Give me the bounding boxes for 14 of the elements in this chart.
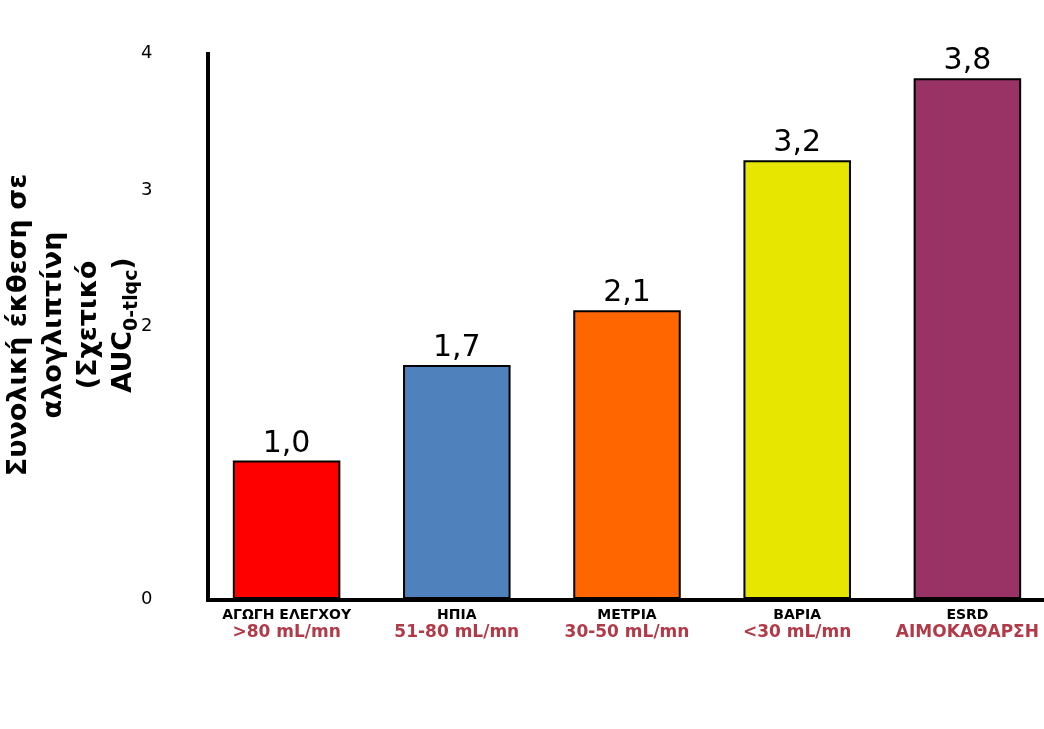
x-tick-label: ΒΑΡΙΑ <30 mL/mn [743,605,852,641]
x-tick-label: ΑΓΩΓΗ ΕΛΕΓΧΟΥ >80 mL/mn [222,605,352,641]
x-tick-label: ΗΠΙΑ 51-80 mL/mn [394,605,520,641]
y-tick-label: 3 [140,177,153,199]
data-label: 2,1 [603,273,651,309]
data-label: 3,2 [773,123,822,159]
x-tick-label: ESRD ΑΙΜΟΚΑΘΑΡΣΗ [895,605,1039,641]
y-tick-label: 0 [140,587,153,609]
data-label: 1,7 [432,327,481,363]
y-tick-label: 4 [140,41,153,63]
data-label: 3,8 [943,41,992,77]
y-tick-label: 2 [140,314,153,336]
data-label: 1,0 [262,423,311,459]
x-tick-label: ΜΕΤΡΙΑ 30-50 mL/mn [564,605,690,641]
